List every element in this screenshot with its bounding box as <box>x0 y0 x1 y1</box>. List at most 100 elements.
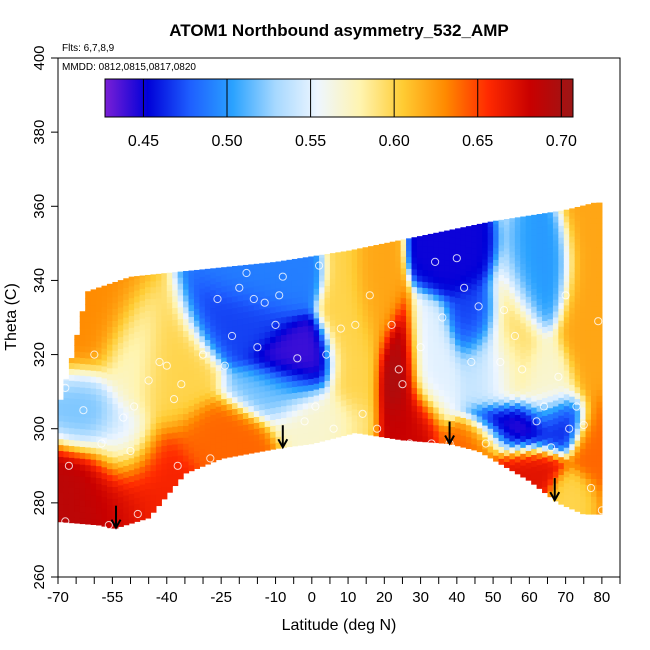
field-cell <box>177 342 184 349</box>
field-cell <box>101 389 108 397</box>
field-cell <box>199 341 206 349</box>
field-cell <box>563 221 570 229</box>
field-cell <box>503 319 511 326</box>
field-cell <box>329 408 336 416</box>
field-cell <box>362 267 369 275</box>
field-cell <box>308 408 315 415</box>
field-cell <box>96 323 103 330</box>
field-cell <box>145 482 152 489</box>
field-cell <box>476 368 483 375</box>
field-cell <box>569 247 576 255</box>
field-cell <box>368 393 375 400</box>
field-cell <box>297 290 304 298</box>
field-cell <box>106 516 113 523</box>
field-cell <box>340 417 347 425</box>
field-cell <box>357 296 364 304</box>
field-cell <box>280 387 288 395</box>
field-cell <box>302 349 309 356</box>
field-cell <box>248 310 255 318</box>
field-cell <box>438 377 445 385</box>
field-cell <box>416 316 423 324</box>
field-cell <box>433 252 440 260</box>
field-cell <box>123 429 130 437</box>
field-cell <box>520 334 527 342</box>
field-cell <box>476 398 483 405</box>
field-cell <box>85 346 92 353</box>
field-cell <box>96 471 103 479</box>
field-cell <box>215 323 222 330</box>
field-cell <box>226 284 233 292</box>
field-cell <box>406 250 413 258</box>
field-cell <box>286 315 293 323</box>
field-cell <box>313 400 320 408</box>
field-cell <box>525 248 532 256</box>
field-cell <box>351 249 358 256</box>
field-cell <box>319 274 326 282</box>
field-cell <box>128 493 135 500</box>
field-cell <box>558 231 565 238</box>
field-cell <box>210 307 217 315</box>
field-cell <box>106 474 113 482</box>
field-cell <box>264 414 271 421</box>
field-cell <box>313 300 320 307</box>
field-cell <box>172 426 179 433</box>
field-cell <box>465 335 472 343</box>
field-cell <box>455 261 462 269</box>
field-cell <box>574 309 581 317</box>
field-cell <box>139 478 146 485</box>
field-cell <box>324 350 331 358</box>
field-cell <box>531 318 538 325</box>
field-cell <box>280 364 288 371</box>
field-cell <box>101 454 108 462</box>
field-cell <box>482 365 489 373</box>
field-cell <box>183 455 190 462</box>
field-cell <box>411 339 418 347</box>
field-cell <box>465 258 472 266</box>
field-cell <box>270 282 277 290</box>
field-cell <box>536 334 543 341</box>
field-cell <box>520 376 527 383</box>
field-cell <box>96 412 103 419</box>
field-cell <box>324 415 331 423</box>
field-cell <box>503 271 511 279</box>
field-cell <box>357 326 364 333</box>
field-cell <box>112 296 119 304</box>
field-cell <box>96 483 103 490</box>
field-cell <box>569 313 576 320</box>
field-cell <box>188 452 195 460</box>
field-cell <box>498 387 505 394</box>
field-cell <box>210 319 217 326</box>
field-cell <box>493 354 500 361</box>
field-cell <box>580 460 587 467</box>
y-tick-label: 380 <box>31 120 48 145</box>
x-tick-label: -55 <box>102 589 124 606</box>
field-cell <box>68 516 75 524</box>
field-cell <box>74 463 81 471</box>
field-cell <box>384 389 391 397</box>
field-cell <box>384 247 391 255</box>
field-cell <box>128 276 135 281</box>
field-cell <box>172 360 179 368</box>
field-cell <box>297 409 304 416</box>
field-cell <box>362 285 369 293</box>
field-cell <box>150 387 157 395</box>
field-cell <box>324 344 331 352</box>
field-cell <box>400 327 407 334</box>
field-cell <box>395 350 402 357</box>
field-cell <box>542 433 549 440</box>
field-cell <box>58 474 65 481</box>
field-cell <box>346 291 353 299</box>
field-cell <box>378 288 385 295</box>
sample-point <box>554 372 563 381</box>
field-cell <box>411 387 418 394</box>
field-cell <box>79 505 86 513</box>
field-cell <box>406 410 413 418</box>
field-cell <box>145 304 152 311</box>
field-cell <box>416 381 423 389</box>
field-cell <box>558 456 565 464</box>
field-cell <box>324 332 331 340</box>
field-cell <box>275 293 282 301</box>
field-cell <box>563 453 570 460</box>
field-cell <box>340 340 347 348</box>
field-cell <box>395 397 402 405</box>
